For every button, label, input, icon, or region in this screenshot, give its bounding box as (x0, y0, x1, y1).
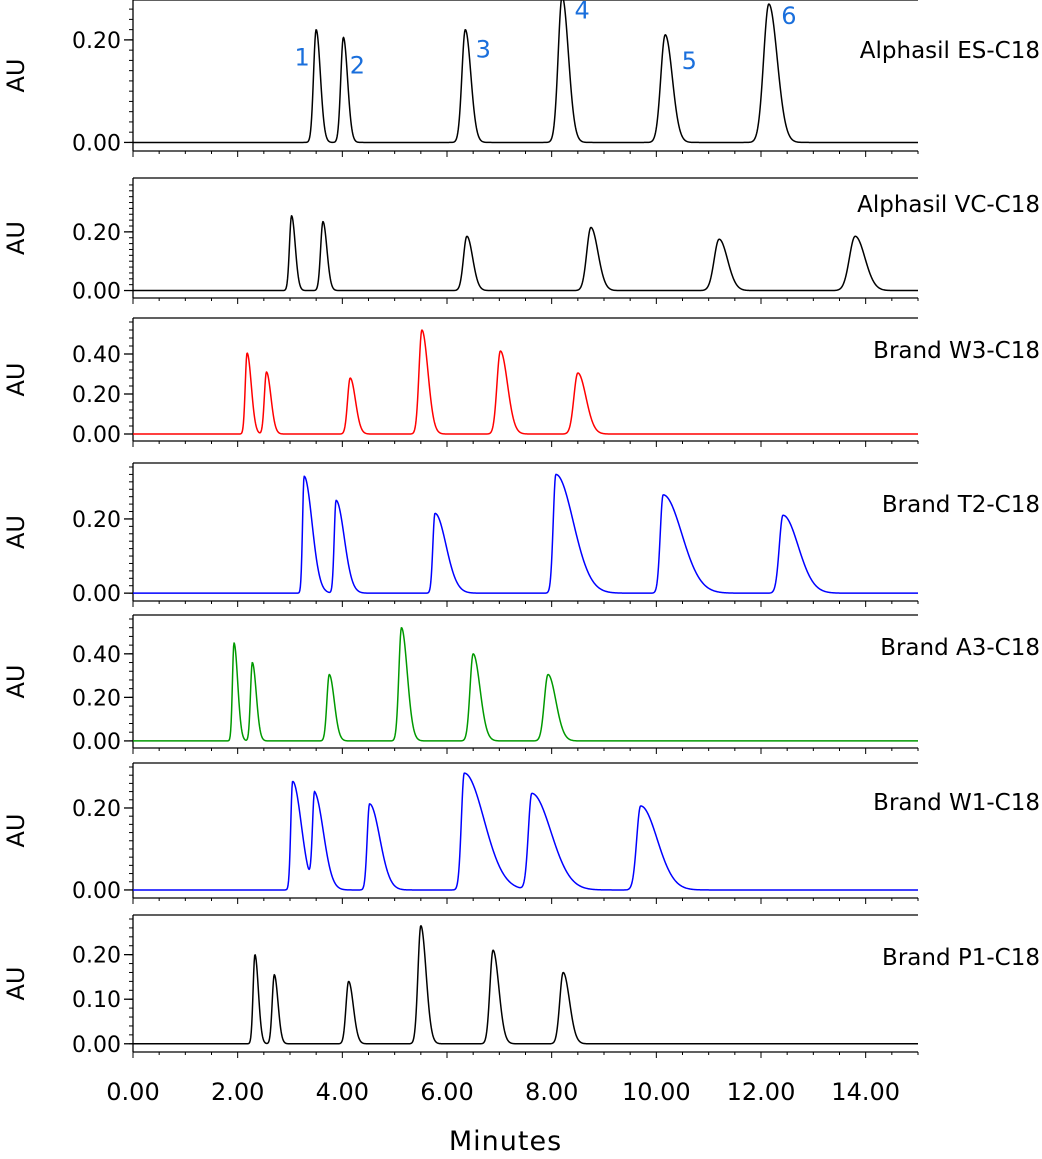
x-tick-label: 4.00 (316, 1078, 369, 1106)
y-tick-label: 0.00 (72, 582, 121, 607)
y-tick-label: 0.20 (72, 797, 121, 822)
x-tick-label: 10.00 (622, 1078, 691, 1106)
peak-number-label: 3 (476, 36, 491, 64)
chromatogram-trace (132, 772, 919, 891)
column-name-label: Brand A3-C18 (880, 635, 1040, 661)
chromatogram-trace (132, 215, 919, 292)
y-axis-title: AU (2, 363, 30, 397)
y-tick-label: 0.40 (72, 643, 121, 668)
chromatogram-trace (132, 924, 919, 1045)
panel-alphasil-vc-c18: 0.00 0.20 AU Alphasil VC-C18 (2, 177, 1040, 305)
y-tick-label: 0.20 (72, 29, 121, 54)
column-name-label: Brand T2-C18 (882, 492, 1040, 518)
y-axis-title: AU (2, 814, 30, 848)
y-tick-label: 0.00 (72, 879, 121, 904)
x-tick-label: 2.00 (211, 1078, 264, 1106)
peak-number-label: 6 (781, 2, 796, 30)
panel-brand-a3-c18: 0.00 0.20 0.40 AU Brand A3-C18 (2, 614, 1040, 755)
panel-alphasil-es-c18: 0.00 0.20 AU Alphasil ES-C18 1 2 3 4 5 6 (2, 0, 1040, 157)
peak-number-label: 4 (574, 0, 589, 24)
y-axis-title: AU (2, 221, 30, 255)
x-tick-label: 8.00 (525, 1078, 578, 1106)
x-tick-label: 14.00 (831, 1078, 900, 1106)
column-name-label: Brand W1-C18 (873, 790, 1040, 816)
column-name-label: Alphasil VC-C18 (857, 192, 1040, 218)
y-tick-label: 0.00 (72, 1033, 121, 1058)
peak-number-label: 5 (682, 47, 697, 75)
chromatogram-trace (132, 473, 919, 594)
x-tick-label: 0.00 (106, 1078, 159, 1106)
y-tick-label: 0.20 (72, 221, 121, 246)
y-axis-title: AU (2, 59, 30, 93)
chromatogram-trace (132, 627, 919, 742)
y-axis-title: AU (2, 665, 30, 699)
chromatogram-trace (132, 0, 919, 144)
panel-brand-w1-c18: 0.00 0.20 AU Brand W1-C18 (2, 762, 1040, 904)
y-tick-label: 0.20 (72, 383, 121, 408)
x-tick-label: 6.00 (420, 1078, 473, 1106)
y-tick-label: 0.00 (72, 280, 121, 305)
column-name-label: Alphasil ES-C18 (860, 38, 1040, 64)
y-tick-label: 0.20 (72, 508, 121, 533)
y-tick-label: 0.00 (72, 423, 121, 448)
panel-brand-p1-c18: 0.00 0.10 0.20 AU Brand P1-C18 (2, 914, 1040, 1058)
chromatogram-trace (132, 329, 919, 435)
peak-number-label: 1 (295, 44, 310, 72)
y-tick-label: 0.20 (72, 944, 121, 969)
y-axis-title: AU (2, 515, 30, 549)
peak-number-label: 2 (350, 51, 365, 79)
y-tick-label: 0.10 (72, 988, 121, 1013)
x-tick-label: 12.00 (727, 1078, 796, 1106)
panel-brand-t2-c18: 0.00 0.20 AU Brand T2-C18 (2, 462, 1040, 607)
y-tick-label: 0.40 (72, 343, 121, 368)
y-tick-label: 0.20 (72, 686, 121, 711)
column-name-label: Brand W3-C18 (873, 338, 1040, 364)
x-axis-title: Minutes (449, 1126, 562, 1154)
panel-brand-w3-c18: 0.00 0.20 0.40 AU Brand W3-C18 (2, 317, 1040, 448)
y-tick-label: 0.00 (72, 730, 121, 755)
column-name-label: Brand P1-C18 (882, 945, 1040, 971)
y-tick-label: 0.00 (72, 131, 121, 156)
y-axis-title: AU (2, 967, 30, 1001)
